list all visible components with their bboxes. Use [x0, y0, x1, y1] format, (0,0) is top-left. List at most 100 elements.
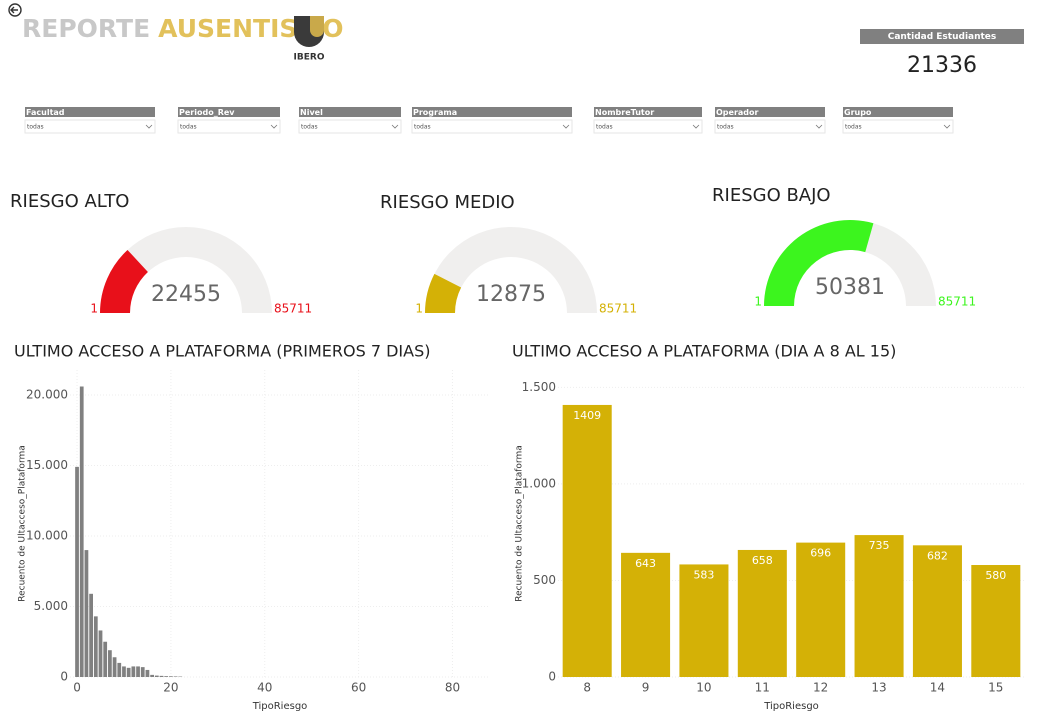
- gauge-fill: [425, 273, 462, 313]
- filter-label: Facultad: [26, 108, 65, 117]
- filter-header: [412, 107, 572, 117]
- filter-value: todas: [180, 124, 197, 131]
- chevron: [270, 124, 278, 129]
- data-label: 1409: [573, 409, 601, 422]
- chevron: [943, 124, 951, 129]
- bar: [912, 545, 962, 677]
- filter-header: [715, 107, 825, 117]
- y-axis-title: Recuento de Ultacceso_Plataforma: [18, 445, 28, 602]
- gauge-title: RIESGO ALTO: [10, 191, 129, 212]
- x-tick-label: 14: [930, 681, 945, 695]
- filter-dropdown[interactable]: Nivel todas: [298, 107, 402, 134]
- x-tick-label: 15: [988, 681, 1003, 695]
- filter-label: NombreTutor: [595, 108, 654, 117]
- bar: [796, 542, 846, 677]
- filter-dropdown[interactable]: Grupo todas: [842, 107, 954, 134]
- x-axis-title: TipoRiesgo: [252, 701, 308, 712]
- logo-text: IBERO: [294, 53, 325, 63]
- gauge-max: 85711: [274, 302, 312, 316]
- filter-value: todas: [717, 124, 734, 131]
- x-axis-title: TipoRiesgo: [763, 701, 819, 712]
- filter-box: [24, 119, 156, 134]
- filter-label: Operador: [716, 108, 759, 117]
- bar: [93, 616, 98, 677]
- gauge-fill: [100, 249, 148, 313]
- y-tick-label: 0: [548, 670, 556, 684]
- bar: [679, 564, 729, 677]
- filter-box: [411, 119, 573, 134]
- gauge-title: RIESGO BAJO: [712, 185, 831, 206]
- bar: [131, 666, 136, 677]
- bar: [621, 552, 671, 677]
- title-part: REPORTE: [22, 14, 150, 43]
- card-value: 21336: [907, 53, 977, 78]
- bar: [75, 466, 79, 677]
- bar: [122, 666, 126, 677]
- y-tick-label: 1.000: [522, 476, 556, 490]
- gauge-min: 1: [754, 295, 762, 309]
- bar: [971, 565, 1021, 677]
- bar: [112, 657, 117, 677]
- filter-header: [843, 107, 953, 117]
- gauge-fill: [764, 220, 874, 306]
- bar: [159, 675, 164, 677]
- bar: [79, 386, 84, 677]
- filter-label: Grupo: [844, 108, 872, 117]
- bar: [98, 630, 103, 677]
- x-tick-label: 80: [445, 681, 460, 695]
- chart-title: ULTIMO ACCESO A PLATAFORMA (PRIMEROS 7 D…: [14, 342, 430, 361]
- gauge-value: 50381: [815, 275, 885, 300]
- logo: IBERO: [294, 16, 325, 63]
- y-tick-label: 500: [533, 573, 556, 587]
- x-tick-label: 8: [583, 681, 591, 695]
- filter-value: todas: [414, 124, 431, 131]
- filter-box: [842, 119, 954, 134]
- filter-dropdown[interactable]: Programa todas: [411, 107, 573, 134]
- x-tick-label: 11: [755, 681, 770, 695]
- chevron: [692, 124, 700, 129]
- data-label: 583: [693, 568, 714, 581]
- filter-header: [25, 107, 155, 117]
- x-tick-label: 13: [871, 681, 886, 695]
- bar: [103, 641, 108, 677]
- filter-dropdown[interactable]: Operador todas: [714, 107, 826, 134]
- y-tick-label: 15.000: [26, 458, 68, 472]
- gauge-track: [425, 227, 597, 313]
- bar: [126, 667, 131, 677]
- filter-label: Periodo_Rev: [179, 108, 235, 117]
- gauge-value: 12875: [476, 282, 546, 307]
- y-tick-label: 10.000: [26, 528, 68, 542]
- chart-title: ULTIMO ACCESO A PLATAFORMA (DIA A 8 AL 1…: [512, 342, 896, 361]
- bar: [737, 549, 787, 677]
- filter-header: [178, 107, 280, 117]
- bar: [164, 676, 169, 677]
- bar: [117, 662, 122, 677]
- data-label: 643: [635, 557, 656, 570]
- x-tick-label: 60: [351, 681, 366, 695]
- bar: [145, 669, 150, 677]
- bar: [84, 550, 89, 677]
- chevron: [815, 124, 823, 129]
- data-label: 658: [752, 554, 773, 567]
- filter-value: todas: [27, 124, 44, 131]
- x-tick-label: 20: [163, 681, 178, 695]
- filter-dropdown[interactable]: NombreTutor todas: [593, 107, 703, 134]
- filter-box: [714, 119, 826, 134]
- filter-value: todas: [845, 124, 862, 131]
- filter-box: [177, 119, 281, 134]
- back-button[interactable]: [8, 3, 22, 17]
- x-tick-label: 0: [73, 681, 81, 695]
- bar: [854, 535, 904, 677]
- y-tick-label: 20.000: [26, 387, 68, 401]
- bar: [108, 650, 112, 677]
- filter-dropdown[interactable]: Facultad todas: [24, 107, 156, 134]
- chevron: [562, 124, 570, 129]
- data-label: 696: [810, 547, 831, 560]
- bar: [89, 593, 93, 677]
- x-tick-label: 9: [642, 681, 650, 695]
- filter-value: todas: [596, 124, 613, 131]
- gauge-max: 85711: [599, 302, 637, 316]
- card-header: [860, 29, 1024, 44]
